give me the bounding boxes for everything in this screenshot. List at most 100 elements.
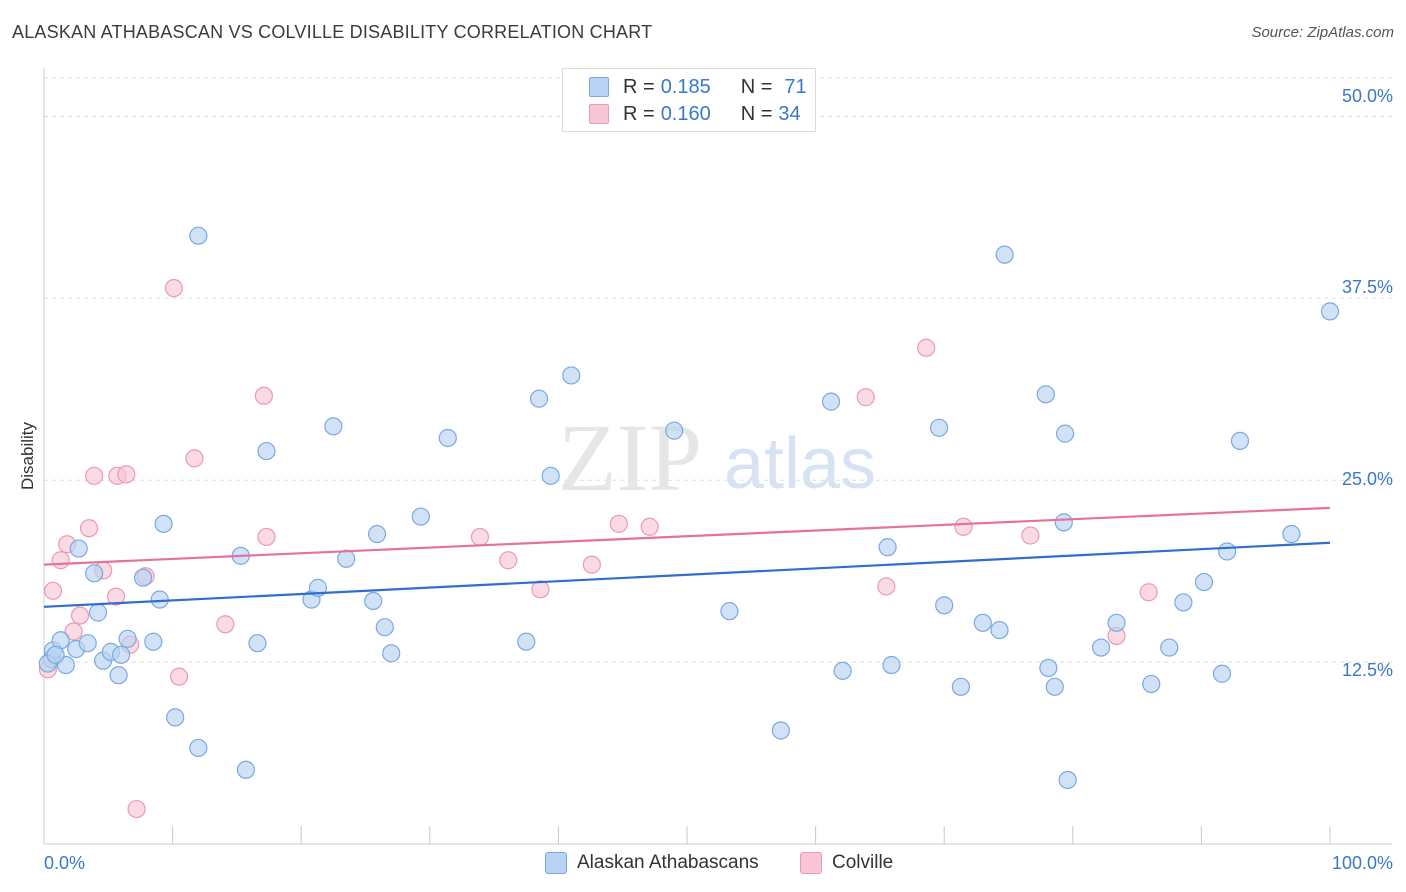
alaskan-athabascan-point[interactable] [166, 708, 185, 727]
alaskan-athabascan-point[interactable] [438, 428, 457, 448]
alaskan-athabascan-point[interactable] [144, 632, 163, 651]
colville-point[interactable] [185, 449, 204, 468]
alaskan-athabascan-point[interactable] [189, 738, 208, 758]
colville-point[interactable] [164, 278, 183, 298]
colville-legend-swatch [800, 852, 822, 874]
alaskan-athabascan-point[interactable] [990, 620, 1009, 640]
colville-point[interactable] [531, 580, 550, 599]
colville-point[interactable] [470, 527, 490, 547]
chart-source: Source: ZipAtlas.com [1251, 24, 1394, 41]
alaskan-athabascan-point[interactable] [69, 539, 88, 558]
alaskan-athabascan-point[interactable] [1091, 638, 1111, 657]
alaskan-athabascan-point[interactable] [995, 245, 1014, 264]
alaskan-athabascan-point[interactable] [133, 568, 153, 587]
alaskan-athabascan-point[interactable] [367, 524, 387, 544]
colville-point[interactable] [43, 581, 63, 600]
alaskan-athabascan-point[interactable] [154, 514, 173, 533]
colville-trend-line [43, 506, 1331, 566]
alaskan-athabascan-point[interactable] [112, 645, 131, 664]
alaskan-athabascan-point[interactable] [364, 591, 383, 611]
alaskan-athabascan-point[interactable] [1055, 424, 1075, 443]
alaskan-athabascan-point[interactable] [382, 644, 401, 663]
x-tick-marks [172, 826, 1331, 844]
alaskan-athabascan-point[interactable] [248, 634, 267, 653]
colville-point[interactable] [106, 587, 126, 606]
alaskan-athabascan-point[interactable] [1036, 385, 1055, 404]
colville-point[interactable] [582, 555, 601, 574]
stats-row-colville: R = 0.160 N = 34 [589, 102, 801, 126]
alaskan-athabascan-point[interactable] [821, 392, 841, 411]
n-label: N = [740, 102, 773, 125]
alaskan-athabascan-point[interactable] [85, 564, 104, 583]
colville-point[interactable] [127, 799, 146, 819]
alaskan-athabascan-point[interactable] [1045, 677, 1064, 696]
alaskan-athabascan-point[interactable] [1218, 542, 1237, 561]
colville-point[interactable] [609, 514, 628, 533]
alaskan-athabascan-point[interactable] [1212, 664, 1232, 683]
alaskan-athabascan-point[interactable] [324, 417, 343, 436]
alaskan-athabascan-point[interactable] [833, 661, 852, 680]
alaskan-athabascan-point[interactable] [109, 666, 128, 685]
alaskan-athabascan-point[interactable] [375, 618, 394, 637]
alaskan-athabascan-point[interactable] [771, 721, 790, 740]
alaskan-athabascan-point[interactable] [951, 677, 971, 696]
colville-point[interactable] [85, 466, 104, 485]
alaskan-athabascan-point[interactable] [1230, 431, 1250, 450]
alaskan-athabascan-point[interactable] [1058, 770, 1077, 790]
colville-point[interactable] [70, 606, 90, 625]
alaskan-athabascan-point[interactable] [46, 645, 65, 664]
colville-point[interactable] [257, 527, 276, 547]
stats-legend: R = 0.185 N = 71 R = 0.160 N = 34 [562, 68, 816, 132]
alaskan-athabascan-point[interactable] [236, 760, 256, 779]
alaskan-athabascan-point[interactable] [541, 466, 560, 485]
alaskan-athabascan-point[interactable] [517, 632, 536, 651]
colville-point[interactable] [1139, 583, 1158, 602]
alaskan-athabascan-point[interactable] [929, 418, 949, 437]
r-value: 0.160 [660, 102, 711, 125]
alaskan-athabascan-point[interactable] [878, 538, 897, 557]
alaskan-athabascan-point[interactable] [411, 507, 430, 526]
alaskan-athabascan-point[interactable] [257, 441, 276, 461]
colville-point[interactable] [640, 517, 659, 536]
alaskan-athabascan-point[interactable] [1039, 658, 1058, 678]
alaskan-athabascan-point[interactable] [88, 603, 108, 622]
colville-point[interactable] [117, 465, 136, 484]
colville-point[interactable] [1021, 526, 1040, 545]
alaskan-athabascan-point[interactable] [882, 655, 901, 675]
alaskan-athabascan-point[interactable] [1194, 572, 1214, 592]
legend-item-alaskan[interactable]: Alaskan Athabascans [545, 852, 759, 874]
alaskan-athabascan-point[interactable] [1054, 513, 1073, 532]
colville-point[interactable] [51, 551, 70, 570]
alaskan-athabascan-point[interactable] [973, 613, 992, 632]
colville-point[interactable] [216, 615, 235, 634]
alaskan-athabascan-point[interactable] [1174, 593, 1193, 612]
colville-point[interactable] [856, 388, 875, 407]
colville-point[interactable] [64, 622, 83, 641]
alaskan-athabascan-point[interactable] [530, 389, 549, 408]
alaskan-athabascan-point[interactable] [562, 366, 581, 385]
alaskan-athabascan-point[interactable] [150, 590, 169, 609]
alaskan-swatch [589, 77, 609, 97]
alaskan-athabascan-point[interactable] [1142, 674, 1161, 694]
alaskan-athabascan-point[interactable] [337, 549, 356, 568]
colville-point[interactable] [917, 338, 936, 357]
alaskan-athabascan-point[interactable] [1320, 302, 1340, 321]
alaskan-athabascan-point[interactable] [935, 596, 954, 615]
colville-point[interactable] [954, 517, 973, 536]
colville-point[interactable] [877, 577, 896, 596]
alaskan-athabascan-point[interactable] [78, 634, 97, 653]
alaskan-athabascan-point[interactable] [720, 602, 739, 621]
alaskan-athabascan-point[interactable] [665, 421, 684, 440]
alaskan-athabascan-point[interactable] [189, 226, 208, 245]
colville-point[interactable] [79, 519, 99, 538]
alaskan-athabascan-point[interactable] [1107, 613, 1126, 632]
colville-points [38, 278, 1158, 819]
colville-point[interactable] [254, 386, 274, 405]
alaskan-athabascan-point[interactable] [118, 629, 137, 648]
colville-point[interactable] [499, 551, 518, 570]
legend-item-colville[interactable]: Colville [800, 852, 893, 874]
alaskan-athabascan-point[interactable] [1160, 638, 1179, 657]
alaskan-athabascan-point[interactable] [1282, 524, 1301, 544]
colville-point[interactable] [169, 667, 189, 686]
